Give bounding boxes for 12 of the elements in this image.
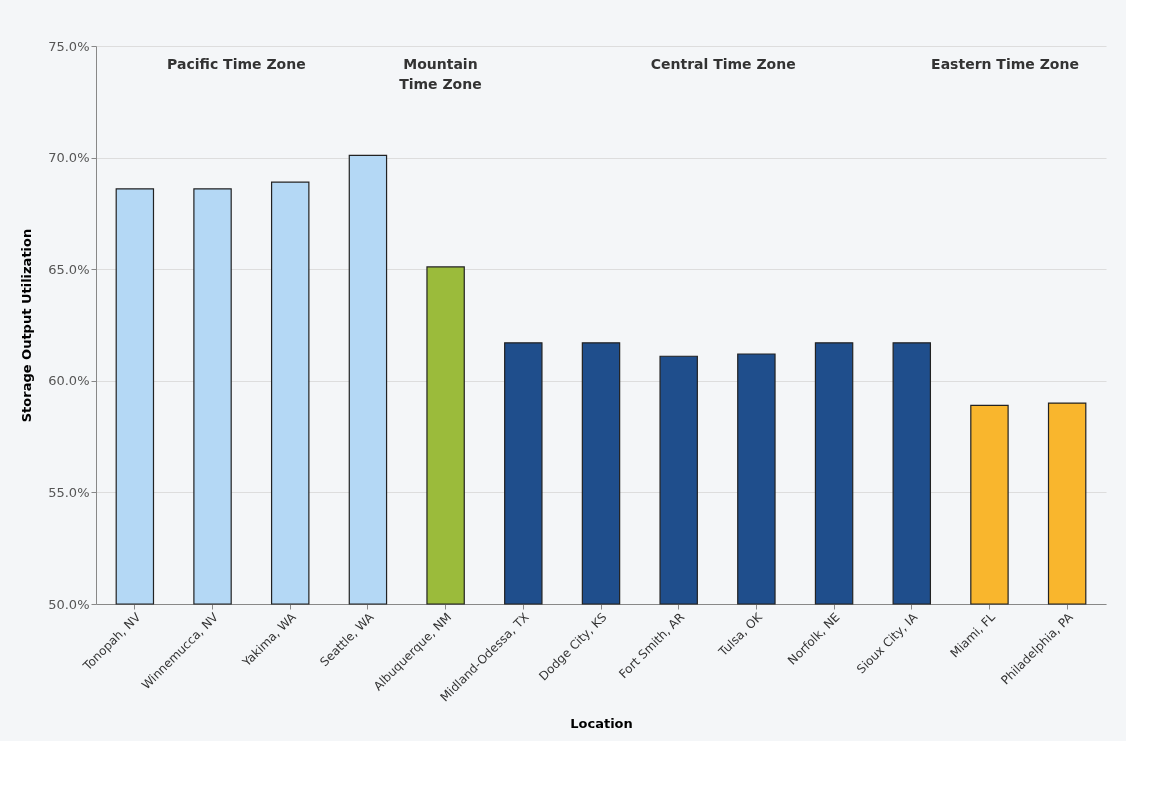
y-tick-label: 55.0% [48, 484, 90, 500]
y-tick-label: 50.0% [48, 596, 90, 612]
y-tick-label: 60.0% [48, 373, 90, 389]
annotation: Mountain Time Zone [399, 56, 482, 92]
y-tick-label: 65.0% [48, 261, 90, 277]
y-axis-title: Storage Output Utilization [19, 228, 35, 423]
x-axis-title: Location [570, 715, 633, 731]
annotation: Pacific Time Zone [167, 56, 306, 72]
y-tick-label: 70.0% [48, 150, 90, 166]
y-tick-label: 75.0% [48, 38, 90, 54]
annotation: Eastern Time Zone [931, 56, 1079, 72]
annotation: Central Time Zone [650, 56, 796, 72]
